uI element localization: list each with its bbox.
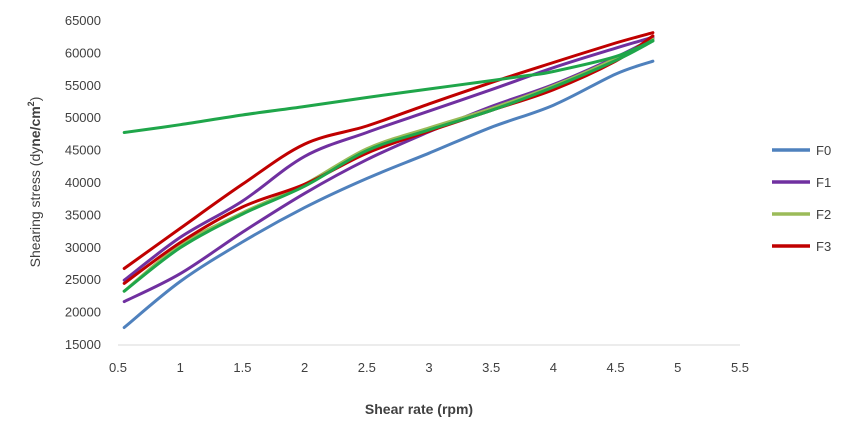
x-tick-label: 5 [674, 360, 681, 375]
y-tick-label: 25000 [65, 272, 101, 287]
x-tick-label: 1 [177, 360, 184, 375]
series-line-f0-0 [122, 59, 655, 329]
legend-label-f1: F1 [816, 175, 831, 190]
y-tick-label: 45000 [65, 143, 101, 158]
legend-label-f3: F3 [816, 239, 831, 254]
series-line-unlabeled-7 [122, 39, 655, 293]
y-tick-label: 50000 [65, 110, 101, 125]
legend-label-f2: F2 [816, 207, 831, 222]
x-tick-label: 3 [425, 360, 432, 375]
x-tick-label: 4.5 [607, 360, 625, 375]
y-tick-label: 30000 [65, 240, 101, 255]
x-axis-label: Shear rate (rpm) [365, 401, 473, 417]
x-tick-label: 2 [301, 360, 308, 375]
y-axis-label: Shearing stress (dyne/cm2) [26, 97, 43, 268]
y-tick-label: 40000 [65, 175, 101, 190]
series-line-unlabeled-6 [122, 38, 655, 134]
x-tick-label: 2.5 [358, 360, 376, 375]
series-layer [122, 31, 655, 329]
y-tick-label: 65000 [65, 13, 101, 28]
y-tick-label: 35000 [65, 207, 101, 222]
x-tick-label: 1.5 [233, 360, 251, 375]
y-tick-label: 15000 [65, 337, 101, 352]
x-tick-label: 3.5 [482, 360, 500, 375]
legend: F0 F1 F2 F3 [772, 143, 831, 254]
series-line-f3-5 [122, 34, 655, 285]
series-line-f2-3 [122, 37, 655, 293]
series-line-f3-4 [122, 31, 655, 270]
y-tick-label: 55000 [65, 78, 101, 93]
x-tick-label: 4 [550, 360, 557, 375]
x-tick-label: 5.5 [731, 360, 749, 375]
y-tick-label: 60000 [65, 45, 101, 60]
x-tick-label: 0.5 [109, 360, 127, 375]
y-tick-label: 20000 [65, 305, 101, 320]
y-axis-ticks: 15000 20000 25000 30000 35000 40000 45000 50000… [65, 13, 101, 352]
series-line-f1-2 [122, 35, 655, 282]
x-axis-ticks: 0.5 1 1.5 2 2.5 3 3.5 4 4.5 5 5.5 [109, 360, 749, 375]
legend-label-f0: F0 [816, 143, 831, 158]
